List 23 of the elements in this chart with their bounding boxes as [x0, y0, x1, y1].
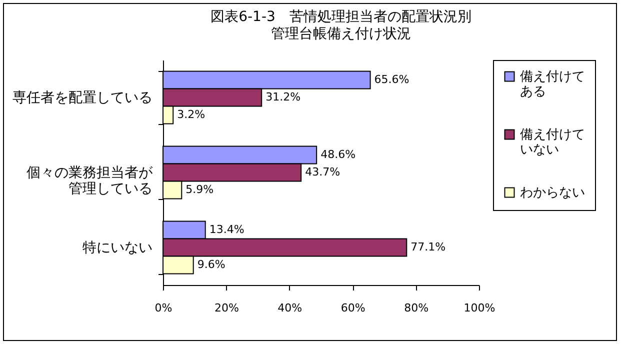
data-label: 13.4% [209, 223, 244, 236]
chart-title: 図表6-1-3 苦情処理担当者の配置状況別 [210, 9, 472, 25]
x-tick-label: 80% [404, 302, 429, 314]
legend-label: 備え付けていない [520, 128, 585, 158]
x-tick-label: 100% [464, 302, 496, 314]
data-label: 65.6% [374, 73, 410, 86]
chart-subtitle: 管理台帳備え付け状況 [271, 26, 411, 42]
x-tick-label: 40% [278, 302, 302, 314]
x-tick-label: 0% [154, 302, 172, 314]
data-label: 48.6% [320, 148, 356, 161]
data-label: 77.1% [410, 240, 446, 254]
y-tick-label: 個々の業務担当者が管理している [26, 165, 154, 197]
x-tick-label: 60% [340, 302, 366, 314]
data-label: 3.2% [177, 108, 206, 121]
data-label: 9.6% [197, 258, 226, 271]
legend-label: わからない [520, 186, 585, 200]
x-tick-label: 20% [214, 302, 239, 314]
data-label: 5.9% [186, 183, 214, 196]
y-tick-label: 専任者を配置している [12, 90, 152, 106]
y-tick-label: 特にいない [82, 240, 152, 256]
data-label: 31.2% [266, 90, 301, 104]
data-label: 43.7% [305, 166, 340, 178]
legend-label: 備え付けてある [520, 70, 585, 100]
